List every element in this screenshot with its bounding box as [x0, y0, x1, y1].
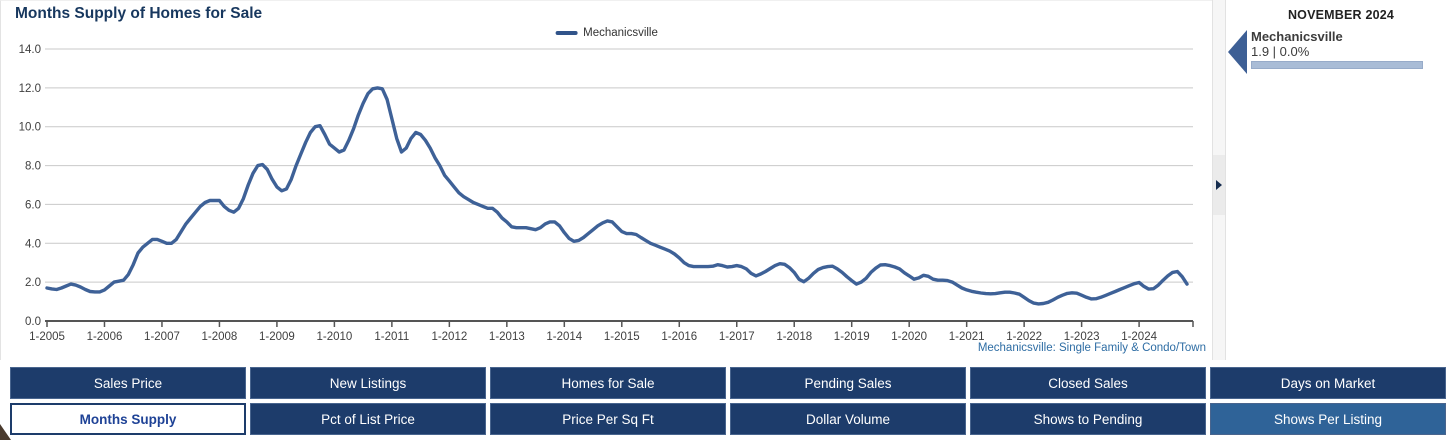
- nav-button-homes-for-sale[interactable]: Homes for Sale: [490, 367, 726, 399]
- y-tick-label: 6.0: [25, 199, 41, 211]
- corner-artifact: [0, 424, 11, 440]
- panel-splitter[interactable]: [1212, 0, 1226, 360]
- side-stat-widget: Mechanicsville 1.9 | 0.0%: [1228, 29, 1423, 74]
- y-tick-label: 10.0: [19, 122, 41, 134]
- nav-button-pending-sales[interactable]: Pending Sales: [730, 367, 966, 399]
- nav-button-months-supply[interactable]: Months Supply: [10, 403, 246, 435]
- side-panel: NOVEMBER 2024 Mechanicsville 1.9 | 0.0%: [1226, 0, 1456, 360]
- nav-button-dollar-volume[interactable]: Dollar Volume: [730, 403, 966, 435]
- splitter-handle[interactable]: [1213, 155, 1225, 215]
- x-tick-label: 1-2010: [316, 331, 352, 343]
- x-tick-label: 1-2015: [604, 331, 640, 343]
- nav-button-shows-to-pending[interactable]: Shows to Pending: [970, 403, 1206, 435]
- nav-button-closed-sales[interactable]: Closed Sales: [970, 367, 1206, 399]
- chart-footnote: Mechanicsville: Single Family & Condo/To…: [977, 342, 1206, 354]
- left-arrow-icon: [1228, 30, 1247, 74]
- side-stat-bar: [1251, 61, 1423, 69]
- side-series-name: Mechanicsville: [1251, 29, 1343, 44]
- nav-button-shows-per-listing[interactable]: Shows Per Listing: [1210, 403, 1446, 435]
- nav-button-price-per-sq-ft[interactable]: Price Per Sq Ft: [490, 403, 726, 435]
- x-tick-label: 1-2018: [776, 331, 812, 343]
- y-tick-label: 4.0: [25, 238, 41, 250]
- nav-button-days-on-market[interactable]: Days on Market: [1210, 367, 1446, 399]
- x-tick-label: 1-2008: [202, 331, 238, 343]
- side-stat-body: Mechanicsville 1.9 | 0.0%: [1251, 29, 1423, 69]
- chart-svg: 0.0 2.0 4.0 6.0 8.0 10.0 12.0 14.0 1-2005 1-2006 1…: [19, 44, 1194, 343]
- x-tick-label: 1-2017: [719, 331, 755, 343]
- series-line-mechanicsville: [45, 86, 1189, 306]
- y-tick-label: 8.0: [25, 161, 41, 173]
- metric-nav: Sales Price New Listings Homes for Sale Pen…: [10, 367, 1446, 435]
- x-tick-label: 1-2019: [834, 331, 870, 343]
- side-panel-month-header: NOVEMBER 2024: [1287, 8, 1395, 22]
- nav-button-pct-of-list-price[interactable]: Pct of List Price: [250, 403, 486, 435]
- x-tick-label: 1-2023: [1064, 331, 1100, 343]
- x-tick-label: 1-2021: [949, 331, 985, 343]
- y-tick-label: 12.0: [19, 83, 41, 95]
- x-tick-label: 1-2012: [431, 331, 467, 343]
- y-tick-label: 14.0: [19, 44, 41, 56]
- nav-button-new-listings[interactable]: New Listings: [250, 367, 486, 399]
- x-tick-label: 1-2024: [1121, 331, 1157, 343]
- x-tick-label: 1-2005: [29, 331, 65, 343]
- y-tick-label: 2.0: [25, 277, 41, 289]
- x-tick-label: 1-2020: [891, 331, 927, 343]
- x-tick-label: 1-2006: [87, 331, 123, 343]
- legend-line-swatch: [555, 31, 578, 35]
- chart-panel: Months Supply of Homes for Sale Mechanic…: [0, 0, 1212, 360]
- x-tick-label: 1-2011: [374, 331, 409, 343]
- chart-title: Months Supply of Homes for Sale: [15, 5, 263, 22]
- legend-label: Mechanicsville: [583, 27, 658, 39]
- legend: Mechanicsville: [555, 27, 658, 39]
- side-series-value: 1.9 | 0.0%: [1251, 44, 1310, 59]
- splitter-expand-icon[interactable]: [1216, 180, 1222, 190]
- x-tick-label: 1-2007: [144, 331, 180, 343]
- x-tick-label: 1-2022: [1006, 331, 1042, 343]
- nav-button-sales-price[interactable]: Sales Price: [10, 367, 246, 399]
- x-tick-label: 1-2014: [546, 331, 582, 343]
- x-tick-label: 1-2009: [259, 331, 295, 343]
- y-tick-label: 0.0: [25, 316, 41, 328]
- x-tick-label: 1-2016: [661, 331, 697, 343]
- x-tick-label: 1-2013: [489, 331, 525, 343]
